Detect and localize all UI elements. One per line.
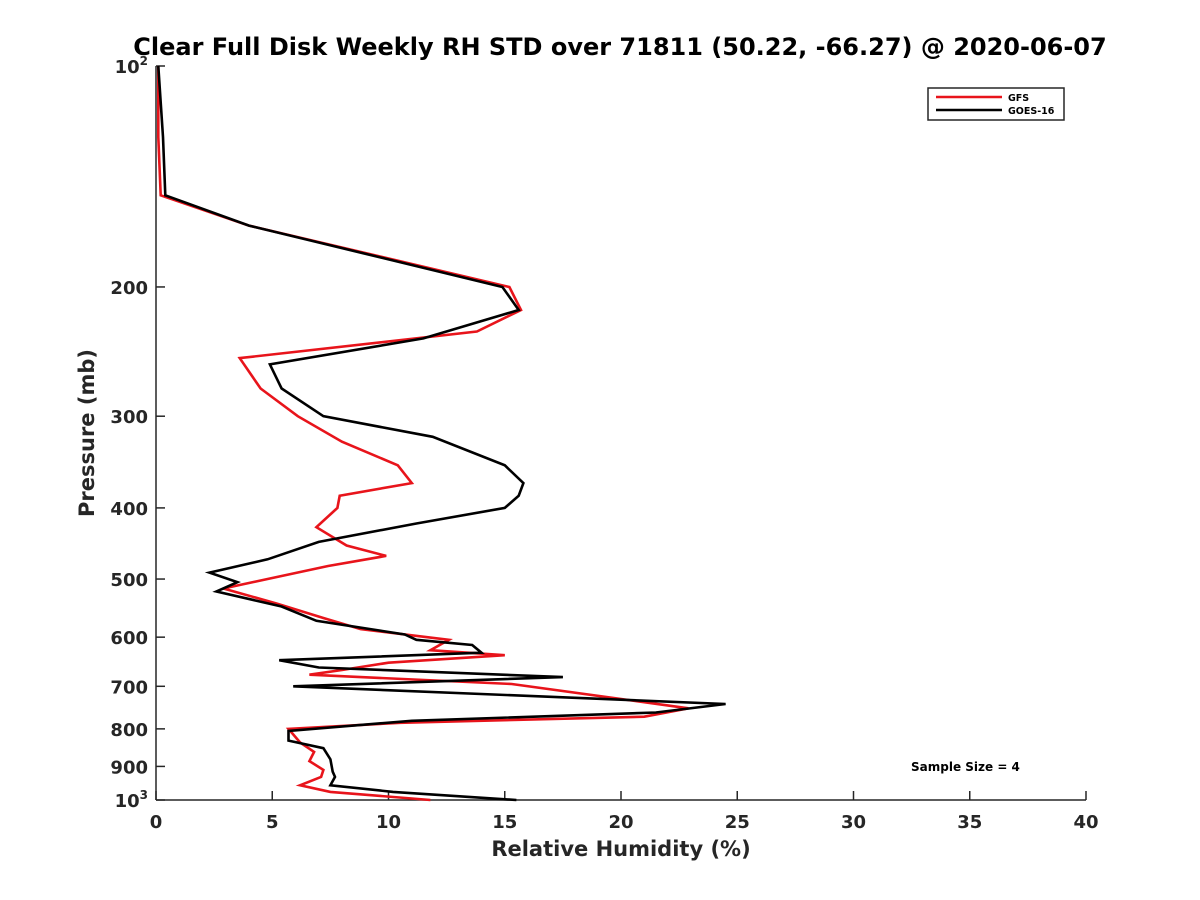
y-tick-label: 102 <box>115 54 148 78</box>
legend-label-gfs: GFS <box>1008 93 1029 104</box>
chart-title: Clear Full Disk Weekly RH STD over 71811… <box>133 33 1106 61</box>
y-tick-label: 700 <box>110 677 148 698</box>
legend-box <box>927 87 1065 121</box>
y-tick-label: 800 <box>110 720 148 741</box>
x-tick-label: 0 <box>150 812 163 833</box>
x-tick-label: 10 <box>376 812 401 833</box>
y-tick-label: 200 <box>110 278 148 299</box>
y-axis-label: Pressure (mb) <box>75 349 99 517</box>
legend-label-goes-16: GOES-16 <box>1008 106 1055 117</box>
y-ticks: 102 200 300 400 500 600 700 800 900 103 <box>110 54 165 812</box>
y-tick-label: 300 <box>110 407 148 428</box>
y-tick-label: 600 <box>110 628 148 649</box>
y-tick-label: 400 <box>110 499 148 520</box>
x-tick-label: 30 <box>841 812 866 833</box>
x-tick-label: 5 <box>266 812 279 833</box>
y-tick-label: 103 <box>115 788 148 812</box>
sample-size-annotation: Sample Size = 4 <box>911 760 1020 774</box>
x-tick-label: 20 <box>608 812 633 833</box>
y-tick-label: 900 <box>110 757 148 778</box>
series-line-gfs <box>157 66 689 802</box>
x-tick-label: 15 <box>492 812 517 833</box>
x-tick-label: 35 <box>957 812 982 833</box>
y-tick-label: 500 <box>110 570 148 591</box>
x-ticks: 0 5 10 15 20 25 30 35 40 <box>150 791 1099 833</box>
x-tick-label: 40 <box>1073 812 1098 833</box>
x-tick-label: 25 <box>725 812 750 833</box>
plot-axes <box>155 66 1086 801</box>
x-axis-label: Relative Humidity (%) <box>491 837 750 861</box>
series-layer <box>157 65 726 802</box>
series-line-goes-16 <box>157 65 726 802</box>
legend: GFS GOES-16 <box>927 87 1065 121</box>
